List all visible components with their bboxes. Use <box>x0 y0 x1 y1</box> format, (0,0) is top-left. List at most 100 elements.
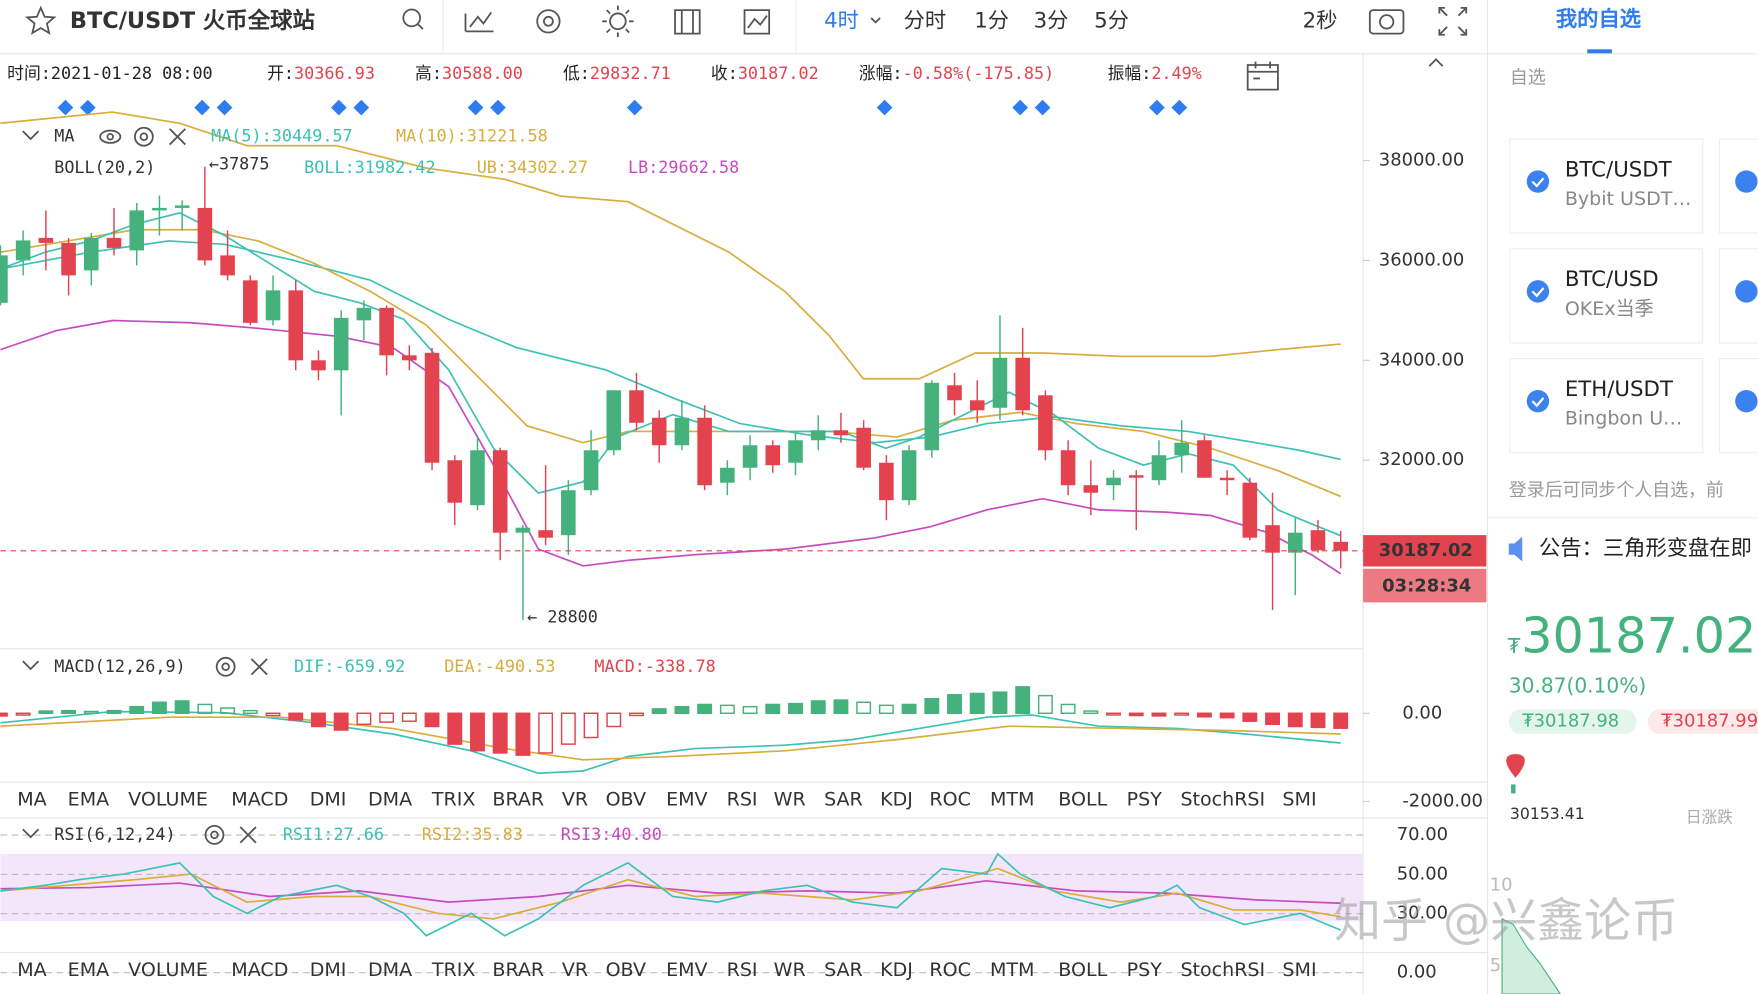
indicator-tab[interactable]: RSI <box>727 959 758 981</box>
calendar-icon[interactable] <box>1246 61 1279 91</box>
check-icon <box>1735 170 1758 193</box>
indicator-tab[interactable]: BRAR <box>492 959 544 981</box>
indicator-tab[interactable]: BOLL <box>1058 959 1107 981</box>
interval[interactable]: 3分 <box>1034 8 1069 33</box>
candle-body <box>720 467 735 483</box>
indicator-tab[interactable]: EMA <box>68 789 110 811</box>
ma-icons[interactable] <box>99 126 186 147</box>
indicator-tab[interactable]: MACD <box>231 789 288 811</box>
collapse-ma[interactable] <box>22 130 40 141</box>
ask: ₮30187.99 <box>1661 711 1758 732</box>
indicator-tab[interactable]: SMI <box>1282 789 1316 811</box>
y-tick-label: 32000.00 <box>1379 449 1465 470</box>
layout-icon[interactable] <box>674 9 701 35</box>
candle-body <box>1060 450 1076 486</box>
rsi3-line <box>0 879 1341 905</box>
info-item: 振幅:2.49% <box>1108 63 1202 83</box>
indicator-tab[interactable]: DMA <box>368 789 412 811</box>
indicator-tab[interactable]: KDJ <box>880 959 913 981</box>
indicator-tab[interactable]: MA <box>17 789 46 811</box>
login-hint[interactable]: 登录后可同步个人自选，前 <box>1509 480 1724 501</box>
indicator-tab[interactable]: MTM <box>990 789 1035 811</box>
settings-icon[interactable] <box>536 9 561 34</box>
macd-bar <box>1333 712 1349 729</box>
indicator-tab[interactable]: MACD <box>231 959 288 981</box>
indicator-tab[interactable]: VOLUME <box>128 959 208 981</box>
macd-bar <box>629 712 644 717</box>
search-icon[interactable] <box>402 8 424 30</box>
indicator-tab[interactable]: EMV <box>666 789 708 811</box>
indicator-tab[interactable]: MA <box>17 959 46 981</box>
info-value: 30366.93 <box>294 63 375 83</box>
info-value: 30588.00 <box>442 63 523 83</box>
candle-body <box>1310 530 1326 551</box>
indicator-tab[interactable]: DMA <box>368 959 412 981</box>
indicator-tab[interactable]: StochRSI <box>1180 789 1265 811</box>
indicator-tab[interactable]: OBV <box>606 959 647 981</box>
indicator-tab[interactable]: MTM <box>990 959 1035 981</box>
favorite-icon[interactable] <box>25 5 57 35</box>
macd-bar <box>61 709 77 715</box>
refresh-rate[interactable]: 2秒 <box>1303 8 1338 33</box>
collapse-icon[interactable] <box>1428 58 1444 67</box>
interval-dropdown[interactable] <box>870 17 881 24</box>
indicator-tab[interactable]: WR <box>774 959 806 981</box>
macd-bar <box>106 709 122 715</box>
indicator-tab[interactable]: PSY <box>1127 789 1163 811</box>
indicator-tab[interactable]: ROC <box>929 959 971 981</box>
indicator-tab[interactable]: TRIX <box>431 959 476 981</box>
interval[interactable]: 1分 <box>974 8 1009 33</box>
candle-body <box>15 240 31 261</box>
indicator-tab[interactable]: RSI <box>727 789 758 811</box>
info-value: 30187.02 <box>738 63 819 83</box>
indicator-tab[interactable]: VOLUME <box>128 789 208 811</box>
screenshot-icon[interactable] <box>1368 9 1405 35</box>
theme-icon[interactable] <box>602 5 634 37</box>
watchlist-tab[interactable]: 我的自选 <box>1556 6 1642 32</box>
indicator-tab[interactable]: BRAR <box>492 789 544 811</box>
macd-bar <box>265 712 281 717</box>
candle-body <box>674 417 690 446</box>
indicator-tab[interactable]: KDJ <box>880 789 913 811</box>
indicator-tab[interactable]: StochRSI <box>1180 959 1265 981</box>
candle-body <box>969 400 985 411</box>
indicator-tab[interactable]: DMI <box>310 959 347 981</box>
indicator-icon[interactable] <box>464 11 494 33</box>
fullscreen-icon[interactable] <box>1438 6 1468 36</box>
info-item: 时间:2021-01-28 08:00 <box>7 63 213 83</box>
chart-type-icon[interactable] <box>743 9 771 35</box>
macd-bar <box>742 705 758 715</box>
indicator-tab[interactable]: EMA <box>68 959 110 981</box>
collapse-macd[interactable] <box>22 660 40 671</box>
indicator-tab[interactable]: EMV <box>666 959 708 981</box>
boll-mid-label: BOLL:31982.42 <box>304 157 435 177</box>
indicator-tab[interactable]: DMI <box>310 789 347 811</box>
indicator-tab[interactable]: SAR <box>824 789 863 811</box>
macd-bar <box>401 712 417 722</box>
indicator-tab[interactable]: ROC <box>929 789 971 811</box>
candle-body <box>265 290 281 321</box>
interval[interactable]: 4时 <box>824 8 859 33</box>
indicator-tab[interactable]: VR <box>562 959 588 981</box>
indicator-tab[interactable]: VR <box>562 789 588 811</box>
interval[interactable]: 5分 <box>1094 8 1129 33</box>
check-icon <box>1735 280 1758 303</box>
macd-bar <box>515 712 531 756</box>
indicator-tab[interactable]: SMI <box>1282 959 1316 981</box>
bid-pill <box>1508 709 1637 735</box>
interval[interactable]: 分时 <box>904 8 947 33</box>
indicator-tab[interactable]: WR <box>774 789 806 811</box>
candle-body <box>1128 475 1144 478</box>
macd-bar <box>719 704 735 715</box>
indicator-tab[interactable]: BOLL <box>1058 789 1107 811</box>
indicator-tab[interactable]: OBV <box>606 789 647 811</box>
macd-bar <box>674 705 690 715</box>
candle-body <box>1242 482 1258 538</box>
macd-icons[interactable] <box>215 656 268 677</box>
notice[interactable]: 公告：三角形变盘在即 <box>1539 536 1752 561</box>
indicator-tab[interactable]: PSY <box>1127 959 1163 981</box>
indicator-tab[interactable]: TRIX <box>431 789 476 811</box>
rsi-icons[interactable] <box>204 825 257 845</box>
collapse-rsi[interactable] <box>22 828 40 839</box>
indicator-tab[interactable]: SAR <box>824 959 863 981</box>
